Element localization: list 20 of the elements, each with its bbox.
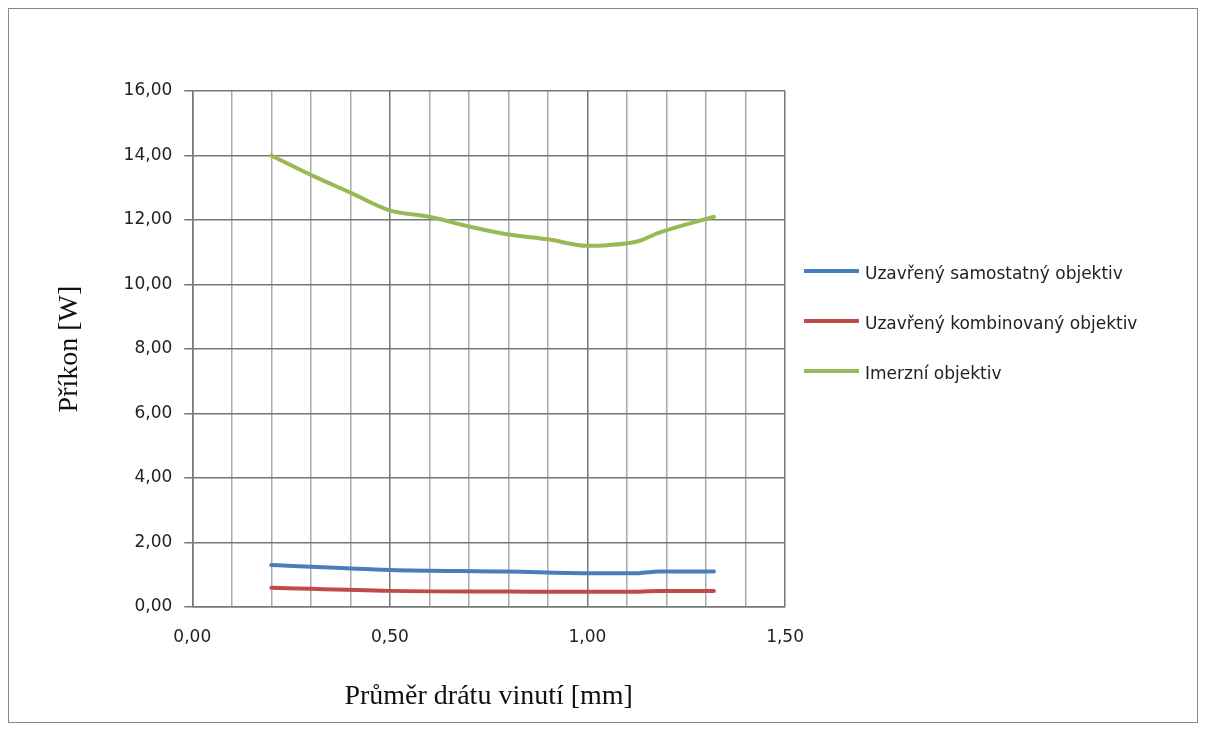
x-tick-label: 0,00 bbox=[173, 625, 212, 646]
x-tick-label: 1,50 bbox=[766, 625, 804, 646]
y-tick-label: 10,00 bbox=[123, 272, 173, 293]
x-axis-title: Průměr drátu vinutí [mm] bbox=[344, 678, 633, 710]
y-tick-label: 8,00 bbox=[134, 337, 173, 358]
y-tick-label: 14,00 bbox=[123, 143, 173, 164]
legend-label: Uzavřený samostatný objektiv bbox=[865, 262, 1124, 285]
line-series bbox=[269, 153, 716, 248]
line-series bbox=[269, 563, 716, 576]
y-tick-label: 0,00 bbox=[134, 595, 173, 616]
y-tick-label: 16,00 bbox=[123, 79, 173, 100]
legend-label: Imerzní objektiv bbox=[865, 362, 1003, 385]
y-tick-label: 6,00 bbox=[134, 401, 173, 422]
y-tick-label: 4,00 bbox=[134, 466, 173, 487]
legend-label: Uzavřený kombinovaný objektiv bbox=[865, 312, 1139, 335]
x-tick-label: 0,50 bbox=[370, 625, 409, 646]
y-tick-label: 2,00 bbox=[134, 530, 173, 551]
y-axis-title: Příkon [W] bbox=[52, 285, 84, 413]
y-tick-label: 12,00 bbox=[123, 208, 173, 229]
x-tick-label: 1,00 bbox=[568, 625, 607, 646]
